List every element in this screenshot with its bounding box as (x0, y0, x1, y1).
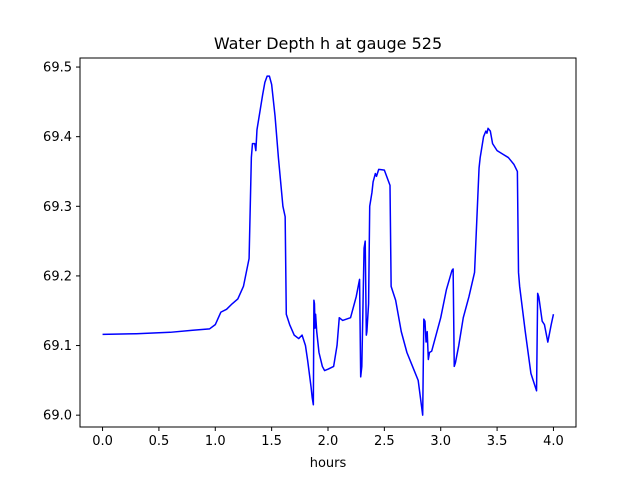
x-tick-label: 1.0 (205, 434, 226, 449)
y-tick-label: 69.5 (43, 61, 72, 76)
x-axis-ticks: 0.0 0.5 1.0 1.5 2.0 2.5 3.0 3.5 4.0 (92, 427, 564, 449)
x-tick-label: 4.0 (543, 434, 564, 449)
chart-title: Water Depth h at gauge 525 (214, 34, 442, 53)
y-tick-label: 69.0 (43, 409, 72, 424)
x-tick-label: 1.5 (261, 434, 282, 449)
y-tick-label: 69.2 (43, 269, 72, 284)
x-tick-label: 2.5 (374, 434, 395, 449)
x-tick-label: 0.0 (92, 434, 113, 449)
y-tick-label: 69.1 (43, 339, 72, 354)
x-tick-label: 0.5 (149, 434, 170, 449)
x-tick-label: 3.0 (430, 434, 451, 449)
y-tick-label: 69.4 (43, 130, 72, 145)
x-axis-label: hours (310, 456, 347, 471)
y-tick-label: 69.3 (43, 200, 72, 215)
x-tick-label: 2.0 (318, 434, 339, 449)
y-axis-ticks: 69.0 69.1 69.2 69.3 69.4 69.5 (43, 61, 80, 424)
series-line (102, 75, 555, 416)
x-tick-label: 3.5 (487, 434, 508, 449)
